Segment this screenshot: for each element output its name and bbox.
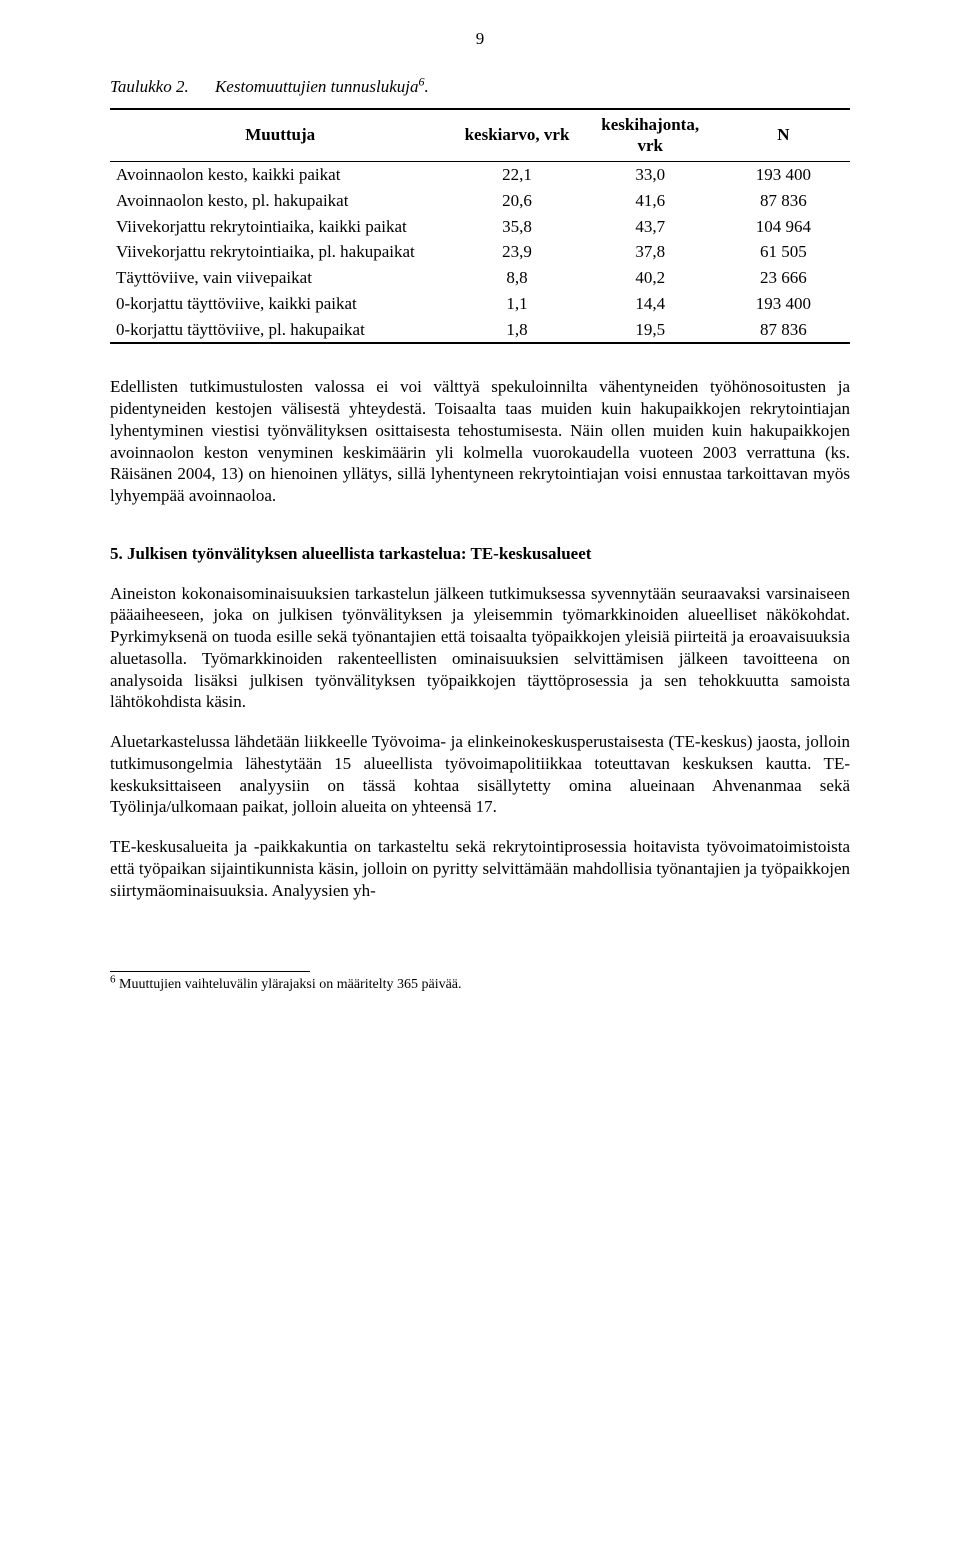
col-keskiarvo: keskiarvo, vrk (450, 109, 583, 162)
cell-num: 193 400 (717, 162, 850, 188)
cell-num: 22,1 (450, 162, 583, 188)
cell-num: 40,2 (584, 265, 717, 291)
cell-num: 37,8 (584, 239, 717, 265)
table-title-text: Kestomuuttujien tunnuslukuja (215, 77, 419, 96)
col-keskihajonta: keskihajonta, vrk (584, 109, 717, 162)
cell-num: 87 836 (717, 317, 850, 344)
cell-var: Täyttöviive, vain viivepaikat (110, 265, 450, 291)
page-number: 9 (110, 28, 850, 50)
paragraph-2: Aineiston kokonaisominaisuuksien tarkast… (110, 583, 850, 714)
footnote-separator (110, 971, 310, 972)
cell-num: 87 836 (717, 188, 850, 214)
footnote: 6 Muuttujien vaihteluvälin ylärajaksi on… (110, 976, 850, 994)
table-row: Viivekorjattu rekrytointiaika, kaikki pa… (110, 214, 850, 240)
table-title-period: . (425, 77, 429, 96)
cell-num: 33,0 (584, 162, 717, 188)
cell-var: Avoinnaolon kesto, kaikki paikat (110, 162, 450, 188)
cell-num: 14,4 (584, 291, 717, 317)
cell-num: 1,8 (450, 317, 583, 344)
cell-num: 61 505 (717, 239, 850, 265)
table-caption: Taulukko 2. Kestomuuttujien tunnuslukuja… (110, 76, 850, 98)
paragraph-3: Aluetarkastelussa lähdetään liikkeelle T… (110, 731, 850, 818)
cell-var: 0-korjattu täyttöviive, kaikki paikat (110, 291, 450, 317)
paragraph-1: Edellisten tutkimustulosten valossa ei v… (110, 376, 850, 507)
cell-num: 20,6 (450, 188, 583, 214)
cell-num: 8,8 (450, 265, 583, 291)
col-n: N (717, 109, 850, 162)
cell-num: 43,7 (584, 214, 717, 240)
cell-num: 35,8 (450, 214, 583, 240)
stats-table: Muuttuja keskiarvo, vrk keskihajonta, vr… (110, 108, 850, 345)
cell-var: Viivekorjattu rekrytointiaika, kaikki pa… (110, 214, 450, 240)
cell-num: 23,9 (450, 239, 583, 265)
cell-var: Avoinnaolon kesto, pl. hakupaikat (110, 188, 450, 214)
table-label: Taulukko 2. (110, 77, 189, 96)
footnote-text: Muuttujien vaihteluvälin ylärajaksi on m… (116, 977, 462, 992)
cell-num: 104 964 (717, 214, 850, 240)
cell-num: 19,5 (584, 317, 717, 344)
paragraph-4: TE-keskusalueita ja -paikkakuntia on tar… (110, 836, 850, 901)
cell-num: 41,6 (584, 188, 717, 214)
table-title: Kestomuuttujien tunnuslukuja6. (193, 77, 429, 96)
table-row: Viivekorjattu rekrytointiaika, pl. hakup… (110, 239, 850, 265)
col-muuttuja: Muuttuja (110, 109, 450, 162)
table-header-row: Muuttuja keskiarvo, vrk keskihajonta, vr… (110, 109, 850, 162)
cell-num: 23 666 (717, 265, 850, 291)
section-heading: 5. Julkisen työnvälityksen alueellista t… (110, 543, 850, 565)
table-row: Täyttöviive, vain viivepaikat 8,8 40,2 2… (110, 265, 850, 291)
cell-num: 1,1 (450, 291, 583, 317)
table-row: 0-korjattu täyttöviive, kaikki paikat 1,… (110, 291, 850, 317)
cell-var: Viivekorjattu rekrytointiaika, pl. hakup… (110, 239, 450, 265)
table-row: Avoinnaolon kesto, kaikki paikat 22,1 33… (110, 162, 850, 188)
cell-var: 0-korjattu täyttöviive, pl. hakupaikat (110, 317, 450, 344)
table-row: 0-korjattu täyttöviive, pl. hakupaikat 1… (110, 317, 850, 344)
table-row: Avoinnaolon kesto, pl. hakupaikat 20,6 4… (110, 188, 850, 214)
cell-num: 193 400 (717, 291, 850, 317)
